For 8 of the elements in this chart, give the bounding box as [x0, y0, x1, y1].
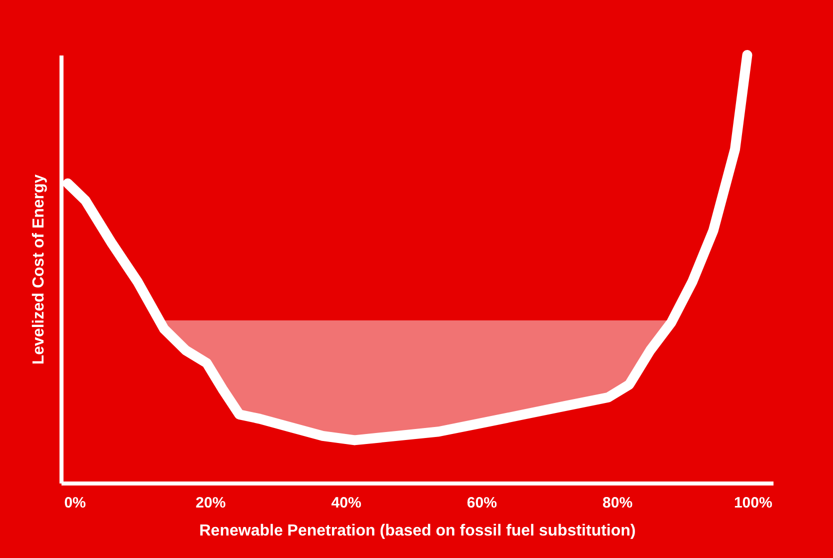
x-tick-label: 20%: [196, 494, 226, 512]
x-tick-label: 100%: [734, 494, 772, 512]
x-tick-label: 0%: [64, 494, 86, 512]
x-tick-label: 40%: [331, 494, 362, 512]
x-tick-label: 80%: [602, 494, 633, 512]
x-tick-label: 60%: [466, 494, 497, 512]
y-axis-title: Levelized Cost of Energy: [30, 174, 48, 365]
x-axis-title: Renewable Penetration (based on fossil fuel substitution): [199, 522, 636, 540]
